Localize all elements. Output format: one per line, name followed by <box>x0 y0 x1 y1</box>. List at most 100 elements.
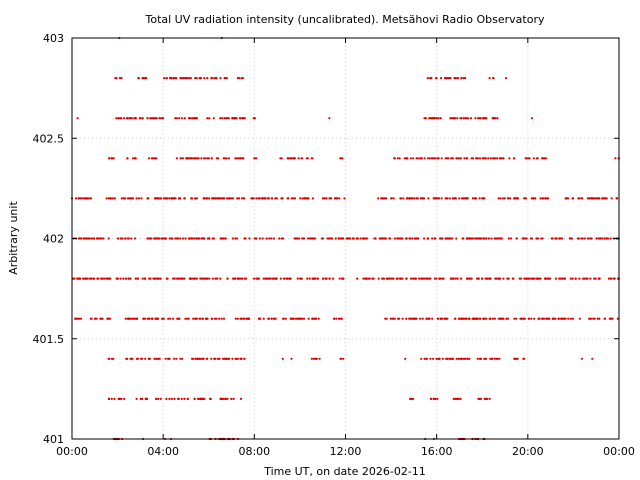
data-point <box>341 277 344 280</box>
data-point <box>401 317 404 320</box>
data-point <box>332 277 335 280</box>
data-point <box>520 317 523 320</box>
data-point <box>351 237 355 240</box>
data-point <box>437 117 440 120</box>
data-point <box>222 317 226 320</box>
data-point <box>127 237 130 240</box>
data-point <box>187 117 191 120</box>
data-point <box>252 197 255 200</box>
data-point <box>496 357 499 360</box>
data-point <box>561 277 564 280</box>
data-point <box>267 197 270 200</box>
data-point <box>530 197 533 200</box>
data-point <box>239 157 242 160</box>
data-point <box>441 357 444 360</box>
data-point <box>502 317 505 320</box>
data-point <box>542 317 546 320</box>
data-point <box>226 397 229 400</box>
data-point <box>227 157 231 160</box>
data-point <box>340 157 343 160</box>
data-point <box>217 197 221 200</box>
data-point <box>153 357 156 360</box>
data-point <box>156 237 159 240</box>
data-point <box>175 157 178 160</box>
data-point <box>215 157 218 160</box>
data-point <box>214 197 217 200</box>
data-point <box>589 277 592 280</box>
data-point <box>505 317 508 320</box>
data-point <box>195 117 198 120</box>
y-tick-labels: 401 401.5 402 402.5 403 <box>33 32 65 446</box>
data-point <box>449 357 452 360</box>
data-point <box>106 317 109 320</box>
data-point <box>206 77 209 80</box>
data-point <box>454 277 457 280</box>
data-point <box>226 117 229 120</box>
data-point <box>208 277 211 280</box>
data-point <box>596 317 599 320</box>
data-point <box>413 197 416 200</box>
data-point <box>146 197 149 200</box>
data-point <box>130 317 133 320</box>
data-point <box>124 237 127 240</box>
data-point <box>178 117 181 120</box>
data-point <box>79 317 83 320</box>
data-point <box>194 197 197 200</box>
data-point <box>79 197 82 200</box>
data-point <box>419 317 422 320</box>
data-point <box>515 237 519 240</box>
data-point <box>151 317 154 320</box>
data-point <box>454 77 457 80</box>
data-point <box>426 277 429 280</box>
data-point <box>212 117 215 120</box>
data-point <box>530 317 533 320</box>
data-point <box>384 317 387 320</box>
data-point <box>156 317 160 320</box>
data-point <box>609 237 612 240</box>
data-point <box>185 157 188 160</box>
data-point <box>362 277 365 280</box>
data-point <box>221 117 224 120</box>
data-point <box>462 117 465 120</box>
data-point <box>423 157 426 160</box>
data-point <box>518 277 521 280</box>
data-point <box>131 157 135 160</box>
data-point <box>471 197 474 200</box>
data-point <box>399 197 403 200</box>
data-point <box>159 277 162 280</box>
data-point <box>164 237 168 240</box>
data-point <box>206 317 209 320</box>
data-point <box>585 277 588 280</box>
data-point <box>454 197 457 200</box>
data-point <box>78 277 81 280</box>
data-point <box>453 117 456 120</box>
data-point <box>489 277 492 280</box>
data-point <box>124 197 127 200</box>
data-point <box>172 77 175 80</box>
data-point <box>272 317 276 320</box>
data-point <box>216 277 219 280</box>
data-point <box>462 357 465 360</box>
data-point <box>290 197 293 200</box>
data-point <box>399 277 402 280</box>
data-point <box>554 237 557 240</box>
data-point <box>494 277 497 280</box>
data-point <box>215 317 218 320</box>
data-point <box>181 357 184 360</box>
data-point <box>359 237 362 240</box>
data-point <box>598 277 601 280</box>
data-point <box>560 317 563 320</box>
data-point <box>210 357 213 360</box>
data-point <box>176 277 179 280</box>
data-point <box>174 197 177 200</box>
data-point <box>261 237 264 240</box>
data-point <box>522 317 525 320</box>
data-point <box>476 357 479 360</box>
data-point <box>383 197 386 200</box>
data-point <box>125 277 128 280</box>
data-point <box>236 77 239 80</box>
data-point <box>220 317 223 320</box>
data-point <box>447 77 451 80</box>
data-point <box>426 77 429 80</box>
data-point <box>126 117 129 120</box>
